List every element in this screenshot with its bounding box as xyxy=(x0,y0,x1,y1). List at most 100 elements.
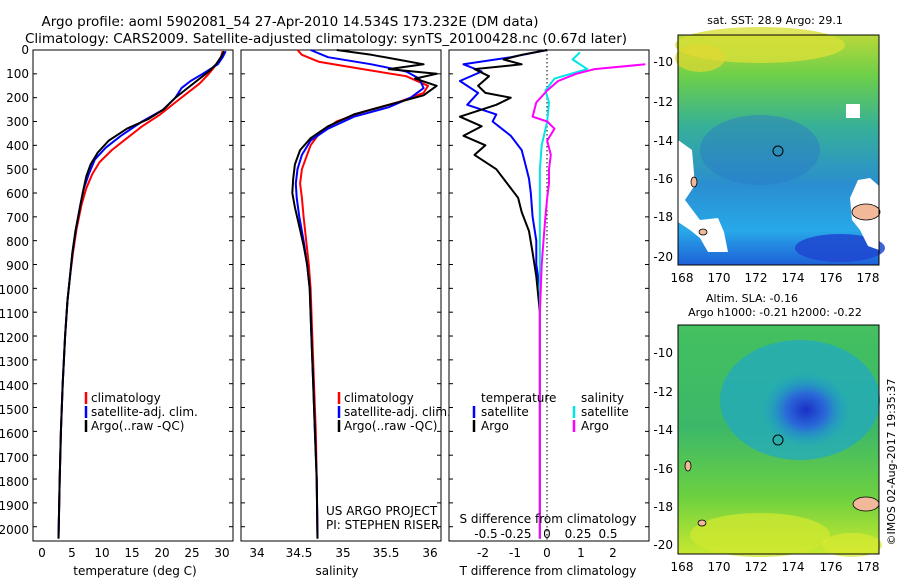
lon-tick-label: 176 xyxy=(820,271,843,285)
lat-tick-label: -12 xyxy=(653,385,673,399)
legend-label-argo: Argo(..raw -QC) xyxy=(91,419,184,433)
depth-tick-label: 100 xyxy=(6,67,29,81)
sst-warm-patch xyxy=(675,44,725,72)
depth-tick-label: 600 xyxy=(6,187,29,201)
lon-tick-label: 168 xyxy=(671,271,694,285)
depth-tick-label: 200 xyxy=(6,91,29,105)
lat-tick-label: -18 xyxy=(653,500,673,514)
temperature-panel-frame xyxy=(32,49,234,542)
island xyxy=(690,176,698,188)
t-diff-tick-label: -2 xyxy=(477,546,489,560)
salinity-series xyxy=(291,49,438,539)
island xyxy=(697,519,707,527)
header-line-2: Climatology: CARS2009. Satellite-adjuste… xyxy=(25,31,627,47)
temperature-x-tick-label: 10 xyxy=(94,546,109,560)
lat-tick-label: -18 xyxy=(653,210,673,224)
lat-tick-label: -14 xyxy=(653,423,673,437)
s-difference-ticks: -0.5 -0.25 0 0.25 0.5 xyxy=(474,527,617,541)
depth-tick-label: 500 xyxy=(6,163,29,177)
lat-tick-label: -14 xyxy=(653,134,673,148)
sla-map xyxy=(677,324,882,557)
lat-tick-label: -20 xyxy=(653,538,673,552)
legend-label-climatology: climatology xyxy=(91,391,161,405)
legend-temperature-title: temperature xyxy=(481,391,556,405)
t-diff-tick-label: 0 xyxy=(543,546,551,560)
argo-float-marker xyxy=(772,145,784,157)
legend-label-satellite: satellite-adj. clim. xyxy=(344,405,451,419)
island-fiji xyxy=(852,496,880,512)
depth-tick-label: 1800 xyxy=(0,475,29,489)
lon-tick-label: 174 xyxy=(782,560,805,574)
depth-tick-label: 900 xyxy=(6,259,29,273)
lon-tick-label: 172 xyxy=(745,560,768,574)
salinity-x-axis-label: salinity xyxy=(315,564,358,578)
sla-map-frame xyxy=(677,324,880,555)
depth-axis: 0 100 200 300 400 500 600 700 800 900 10… xyxy=(0,43,29,537)
island xyxy=(684,460,692,472)
project-pi: PI: STEPHEN RISER xyxy=(326,518,439,532)
lat-tick-label: -20 xyxy=(653,250,673,264)
sst-map-x-axis: 168 170 172 174 176 178 xyxy=(671,271,880,285)
s-diff-tick-label: -0.5 xyxy=(474,527,497,541)
sla-map-subtitle: Argo h1000: -0.21 h2000: -0.22 xyxy=(688,306,862,319)
depth-tick-label: 700 xyxy=(6,211,29,225)
project-name: US ARGO PROJECT xyxy=(326,504,438,518)
series-line-satellite-adj-clim xyxy=(57,50,227,539)
temperature-x-tick-label: 5 xyxy=(68,546,76,560)
sst-cool-patch xyxy=(700,115,820,185)
sst-map xyxy=(675,27,885,266)
t-difference-ticks: -2 -1 0 1 2 xyxy=(477,546,617,560)
salinity-legend: climatology satellite-adj. clim. Argo(..… xyxy=(337,391,451,433)
legend-label-t-argo: Argo xyxy=(481,419,509,433)
series-line-climatology xyxy=(57,50,224,539)
depth-tick-label: 1900 xyxy=(0,499,29,513)
depth-tick-label: 1200 xyxy=(0,331,29,345)
lat-tick-label: -10 xyxy=(653,55,673,69)
difference-panel-frame xyxy=(448,49,650,542)
depth-tick-marks xyxy=(33,49,649,528)
depth-tick-label: 300 xyxy=(6,115,29,129)
temperature-x-tick-label: 25 xyxy=(184,546,199,560)
header-line-1: Argo profile: aoml 5902081_54 27-Apr-201… xyxy=(41,14,538,30)
legend-label-t-satellite: satellite xyxy=(481,405,529,419)
lat-tick-label: -16 xyxy=(653,172,673,186)
depth-tick-label: 1600 xyxy=(0,427,29,441)
legend-label-argo: Argo(..raw -QC) xyxy=(344,419,437,433)
temperature-x-axis: 0 5 10 15 20 25 30 xyxy=(38,546,229,560)
sla-high-patch xyxy=(822,533,882,557)
series-line-s-argo xyxy=(531,63,646,539)
imos-stamp: ©IMOS 02-Aug-2017 19:35:37 xyxy=(885,379,898,546)
lon-tick-label: 178 xyxy=(857,271,880,285)
series-line-argo-raw-qc xyxy=(291,49,438,539)
lon-tick-label: 174 xyxy=(782,271,805,285)
sst-cool-patch xyxy=(795,234,885,262)
depth-tick-label: 1300 xyxy=(0,355,29,369)
temperature-legend: climatology satellite-adj. clim. Argo(..… xyxy=(84,391,198,433)
series-line-satellite-adj-clim xyxy=(294,49,425,539)
lat-tick-label: -16 xyxy=(653,462,673,476)
s-diff-tick-label: 0 xyxy=(543,527,551,541)
s-diff-tick-label: 0.25 xyxy=(565,527,592,541)
sla-eddy xyxy=(761,372,851,448)
salinity-x-tick-label: 36 xyxy=(422,546,437,560)
island-fiji xyxy=(851,203,881,221)
sla-map-x-axis: 168 170 172 174 176 178 xyxy=(671,560,880,574)
depth-tick-label: 1100 xyxy=(0,307,29,321)
lat-tick-label: -12 xyxy=(653,95,673,109)
legend-salinity-title: salinity xyxy=(581,391,624,405)
series-line-argo-raw-qc xyxy=(57,50,225,539)
sst-map-title: sat. SST: 28.9 Argo: 29.1 xyxy=(707,14,843,27)
depth-tick-label: 1700 xyxy=(0,451,29,465)
series-line-t-argo xyxy=(458,49,548,539)
lon-tick-label: 172 xyxy=(745,271,768,285)
lon-tick-label: 178 xyxy=(857,560,880,574)
sst-no-data xyxy=(678,140,728,252)
lon-tick-label: 170 xyxy=(708,271,731,285)
temperature-series xyxy=(57,50,227,539)
sla-map-y-axis: -10 -12 -14 -16 -18 -20 xyxy=(653,346,673,552)
s-diff-tick-label: -0.25 xyxy=(500,527,531,541)
sla-map-title: Altim. SLA: -0.16 xyxy=(706,292,798,305)
legend-label-climatology: climatology xyxy=(344,391,414,405)
salinity-x-tick-label: 34.5 xyxy=(286,546,313,560)
